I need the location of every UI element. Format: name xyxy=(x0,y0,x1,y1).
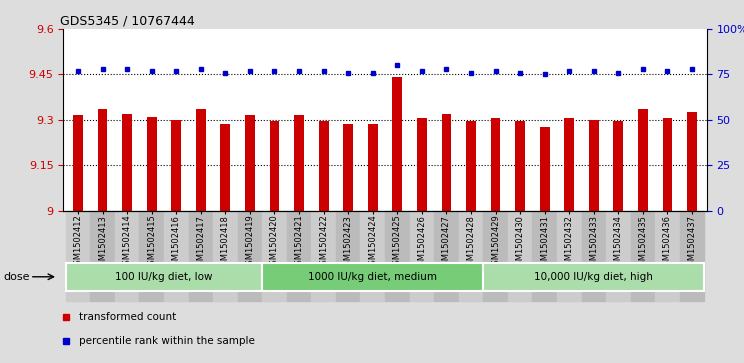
Bar xyxy=(188,211,213,301)
Bar xyxy=(164,211,188,301)
Bar xyxy=(245,115,255,211)
Bar xyxy=(97,109,107,211)
Text: GDS5345 / 10767444: GDS5345 / 10767444 xyxy=(60,15,195,28)
Bar xyxy=(589,120,599,211)
Bar xyxy=(262,263,484,291)
Bar xyxy=(385,211,410,301)
Bar xyxy=(73,115,83,211)
Text: 10,000 IU/kg diet, high: 10,000 IU/kg diet, high xyxy=(534,272,653,282)
Bar xyxy=(171,120,181,211)
Bar xyxy=(606,211,631,301)
Bar xyxy=(392,77,403,211)
Bar xyxy=(638,109,648,211)
Bar xyxy=(441,114,452,211)
Bar xyxy=(582,211,606,301)
Bar xyxy=(196,109,205,211)
Bar xyxy=(368,125,378,211)
Bar xyxy=(122,114,132,211)
Bar xyxy=(213,211,237,301)
Bar xyxy=(614,121,623,211)
Text: percentile rank within the sample: percentile rank within the sample xyxy=(80,336,255,346)
Bar xyxy=(65,263,262,291)
Bar xyxy=(565,118,574,211)
Bar xyxy=(484,211,508,301)
Text: 100 IU/kg diet, low: 100 IU/kg diet, low xyxy=(115,272,213,282)
Bar xyxy=(343,125,353,211)
Bar xyxy=(318,121,329,211)
Bar xyxy=(139,211,164,301)
Bar xyxy=(539,127,550,211)
Bar xyxy=(237,211,262,301)
Bar xyxy=(286,211,311,301)
Bar xyxy=(262,211,286,301)
Bar xyxy=(410,211,434,301)
Bar xyxy=(484,263,705,291)
Bar xyxy=(663,118,673,211)
Bar xyxy=(65,211,90,301)
Bar xyxy=(490,118,501,211)
Bar xyxy=(533,211,557,301)
Bar xyxy=(417,118,427,211)
Bar xyxy=(557,211,582,301)
Bar xyxy=(360,211,385,301)
Bar xyxy=(294,115,304,211)
Bar xyxy=(90,211,115,301)
Bar xyxy=(680,211,705,301)
Bar xyxy=(311,211,336,301)
Bar xyxy=(508,211,533,301)
Bar xyxy=(459,211,484,301)
Text: 1000 IU/kg diet, medium: 1000 IU/kg diet, medium xyxy=(308,272,437,282)
Bar xyxy=(655,211,680,301)
Bar xyxy=(115,211,139,301)
Bar xyxy=(336,211,360,301)
Bar xyxy=(687,112,697,211)
Text: transformed count: transformed count xyxy=(80,312,176,322)
Bar xyxy=(220,125,231,211)
Bar xyxy=(631,211,655,301)
Bar xyxy=(466,121,476,211)
Bar xyxy=(147,117,156,211)
Bar xyxy=(515,121,525,211)
Text: dose: dose xyxy=(4,272,31,282)
Bar xyxy=(269,121,280,211)
Bar xyxy=(434,211,459,301)
